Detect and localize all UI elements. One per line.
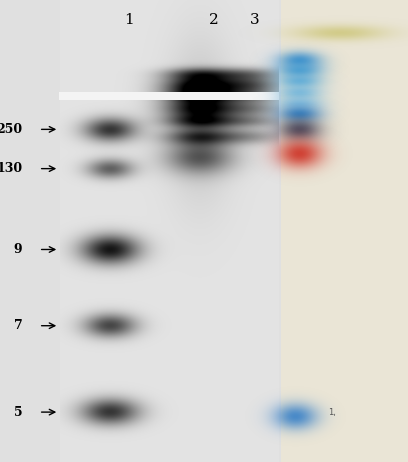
Text: 1: 1 bbox=[124, 13, 133, 27]
Text: 1,: 1, bbox=[328, 407, 336, 417]
Text: 9: 9 bbox=[14, 243, 22, 256]
Text: 130: 130 bbox=[0, 162, 22, 175]
Text: 7: 7 bbox=[14, 319, 22, 332]
Text: 2: 2 bbox=[209, 13, 219, 27]
Text: 3: 3 bbox=[250, 13, 260, 27]
Text: 250: 250 bbox=[0, 123, 22, 136]
Text: 5: 5 bbox=[14, 406, 22, 419]
